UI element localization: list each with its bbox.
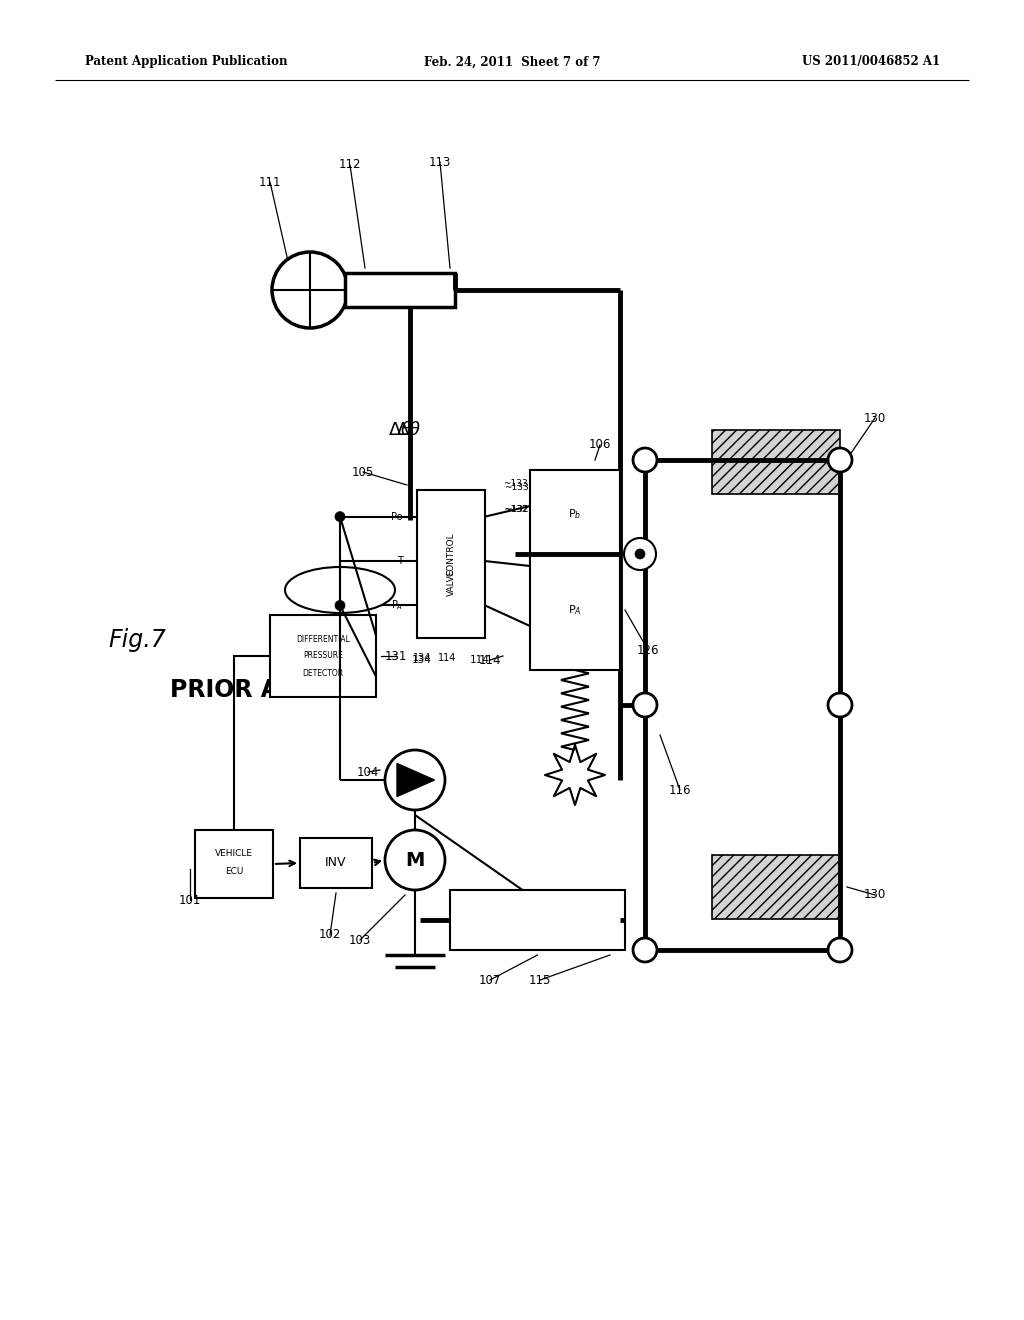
Ellipse shape: [285, 568, 395, 612]
Text: PRESSURE: PRESSURE: [303, 652, 343, 660]
Text: 105: 105: [352, 466, 374, 479]
Text: 134: 134: [413, 653, 431, 663]
Text: 114: 114: [470, 655, 489, 665]
Text: VALVE: VALVE: [446, 569, 456, 595]
FancyBboxPatch shape: [300, 838, 372, 888]
Circle shape: [828, 939, 852, 962]
Circle shape: [624, 539, 656, 570]
Text: ~132: ~132: [503, 506, 527, 515]
Circle shape: [385, 830, 445, 890]
Polygon shape: [397, 763, 434, 796]
Circle shape: [828, 693, 852, 717]
Text: 130: 130: [864, 888, 886, 902]
Circle shape: [633, 447, 657, 473]
Text: P$_b$: P$_b$: [568, 507, 582, 521]
Text: 113: 113: [429, 156, 452, 169]
Text: P$_A$: P$_A$: [391, 598, 403, 612]
Text: ~133: ~133: [504, 483, 528, 491]
Text: 114: 114: [438, 653, 456, 663]
Text: INV: INV: [326, 857, 347, 870]
Text: 131: 131: [385, 649, 408, 663]
Circle shape: [828, 447, 852, 473]
FancyBboxPatch shape: [195, 830, 273, 898]
Text: 101: 101: [179, 894, 201, 907]
Text: ~133: ~133: [503, 479, 527, 488]
Text: P$_A$: P$_A$: [568, 603, 582, 616]
FancyBboxPatch shape: [712, 855, 840, 919]
Text: 103: 103: [349, 933, 371, 946]
Circle shape: [335, 601, 345, 610]
Text: ECU: ECU: [225, 867, 243, 876]
FancyBboxPatch shape: [417, 490, 485, 638]
Text: M: M: [406, 850, 425, 870]
FancyBboxPatch shape: [270, 615, 376, 697]
FancyBboxPatch shape: [450, 890, 625, 950]
Text: T: T: [397, 556, 403, 566]
Text: 134: 134: [412, 655, 432, 665]
Text: Patent Application Publication: Patent Application Publication: [85, 55, 288, 69]
Text: VEHICLE: VEHICLE: [215, 850, 253, 858]
Text: 115: 115: [528, 974, 551, 986]
Text: 114: 114: [479, 653, 502, 667]
Text: 116: 116: [669, 784, 691, 796]
Circle shape: [633, 693, 657, 717]
Text: 106: 106: [589, 438, 611, 451]
FancyBboxPatch shape: [530, 470, 620, 671]
Text: ~132: ~132: [504, 506, 528, 515]
Text: Feb. 24, 2011  Sheet 7 of 7: Feb. 24, 2011 Sheet 7 of 7: [424, 55, 600, 69]
Circle shape: [633, 939, 657, 962]
Text: 102: 102: [318, 928, 341, 941]
Text: 130: 130: [864, 412, 886, 425]
Circle shape: [335, 512, 345, 521]
Text: 107: 107: [479, 974, 501, 986]
FancyBboxPatch shape: [712, 430, 840, 494]
Text: 126: 126: [637, 644, 659, 656]
Text: CONTROL: CONTROL: [446, 532, 456, 576]
Circle shape: [272, 252, 348, 327]
Text: 112: 112: [339, 158, 361, 172]
Text: $\Delta\theta$: $\Delta\theta$: [387, 421, 413, 440]
Text: PRIOR ART: PRIOR ART: [170, 678, 312, 702]
Circle shape: [385, 750, 445, 810]
Text: DIFFERENTIAL: DIFFERENTIAL: [296, 635, 350, 644]
Text: Fig.7: Fig.7: [108, 628, 166, 652]
Text: Po: Po: [391, 512, 403, 521]
Text: US 2011/0046852 A1: US 2011/0046852 A1: [802, 55, 940, 69]
Circle shape: [635, 549, 645, 558]
Text: 111: 111: [259, 176, 282, 189]
FancyBboxPatch shape: [345, 273, 455, 308]
Text: $\Delta\theta$: $\Delta\theta$: [395, 421, 421, 440]
Text: DETECTOR: DETECTOR: [302, 668, 344, 677]
Text: 104: 104: [356, 766, 379, 779]
